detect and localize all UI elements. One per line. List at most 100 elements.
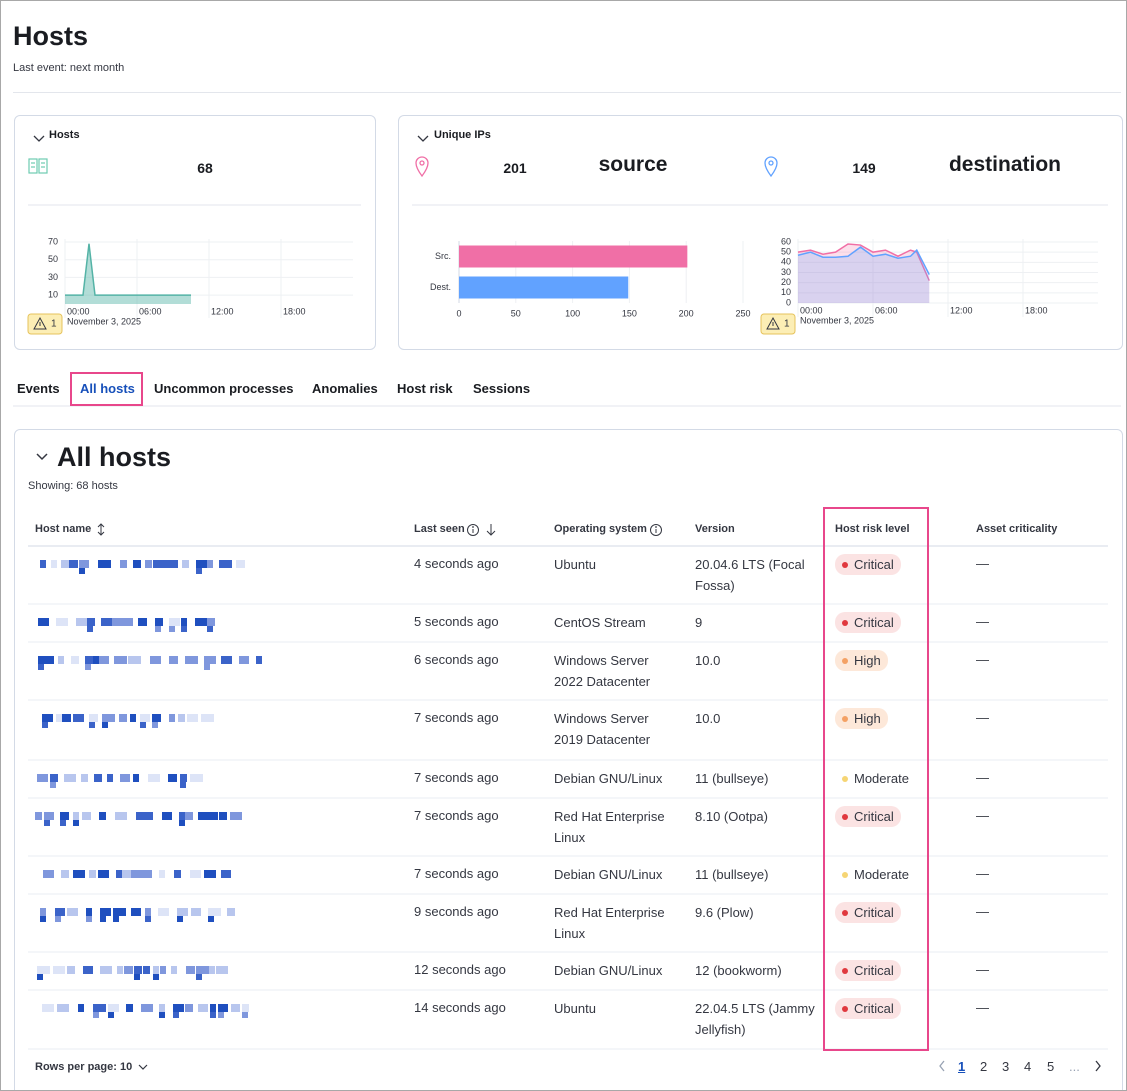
page-link[interactable]: 3 [1002,1059,1010,1074]
redacted-host [195,618,207,626]
redacted-host [198,1004,208,1012]
panel-title: Hosts [49,129,80,141]
redacted-host [83,966,93,974]
redacted-host [93,1004,106,1012]
redacted-host [102,722,108,728]
redacted-host [186,966,195,974]
y-tick-label: 30 [781,267,791,277]
panel-title: Unique IPs [434,129,491,141]
redacted-host [69,560,78,568]
redacted-host [177,916,183,922]
redacted-host [37,974,43,980]
y-tick-label: 20 [781,277,791,287]
risk-level: Critical [854,1001,894,1016]
asset-criticality: — [976,904,989,919]
tab[interactable]: Uncommon processes [154,381,294,396]
redacted-host [230,812,242,820]
x-tick-label: 150 [622,308,637,318]
redacted-host [190,774,203,782]
tab[interactable]: Host risk [397,381,453,396]
redacted-host [37,966,50,974]
redacted-host [128,656,141,664]
column-header: Host name [35,523,92,535]
redacted-host [120,774,130,782]
redacted-host [87,618,95,626]
redacted-host [113,908,126,916]
os: Debian GNU/Linux [554,771,663,786]
tab[interactable]: Events [17,381,60,396]
risk-level: Critical [854,905,894,920]
redacted-host [44,820,50,826]
redacted-host [86,916,92,922]
redacted-host [158,908,169,916]
risk-dot [842,561,848,568]
redacted-host [133,774,139,782]
redacted-host [204,664,210,670]
risk-badge: Moderate [835,768,916,789]
prev-page[interactable] [939,1060,945,1072]
pin-icon [415,156,429,178]
redacted-host [117,966,123,974]
redacted-host [152,722,158,728]
redacted-host [108,1004,119,1012]
page-link[interactable]: 1 [958,1059,966,1074]
redacted-host [204,656,216,664]
redacted-host [86,908,92,916]
os: CentOS Stream [554,615,646,630]
page-link[interactable]: 2 [980,1059,988,1074]
redacted-host [165,560,178,568]
tab[interactable]: Anomalies [312,381,378,396]
redacted-host [60,820,66,826]
risk-badge: Critical [835,902,901,923]
destination-count: 149 [852,160,876,176]
redacted-host [159,1012,165,1018]
column-header: Operating system [554,523,647,535]
redacted-host [169,656,178,664]
pin-icon [764,156,778,178]
redacted-host [60,812,69,820]
redacted-host [171,966,177,974]
line [797,246,930,275]
tab[interactable]: Sessions [473,381,531,396]
x-tick-label: 06:00 [875,305,898,315]
redacted-host [169,714,175,722]
redacted-host [236,560,245,568]
redacted-host [94,774,102,782]
redacted-host [44,812,54,820]
tab[interactable]: All hosts [80,381,135,396]
page-ellipsis: ... [1069,1059,1080,1074]
bar [459,276,629,299]
redacted-host [173,1004,184,1012]
redacted-host [114,656,127,664]
last-seen: 6 seconds ago [414,652,499,667]
redacted-host [169,626,175,632]
risk-badge: Critical [835,554,901,575]
last-seen: 7 seconds ago [414,710,499,725]
bar [459,245,688,268]
redacted-host [89,870,96,878]
page-link[interactable]: 4 [1024,1059,1032,1074]
asset-criticality: — [976,614,989,629]
y-tick-label: 30 [48,272,58,282]
redacted-host [162,812,172,820]
redacted-host [134,974,140,980]
asset-criticality: — [976,710,989,725]
redacted-host [218,1012,224,1018]
risk-badge: High [835,650,888,671]
redacted-host [216,966,228,974]
page-link[interactable]: 5 [1047,1059,1055,1074]
redacted-host [56,714,62,722]
rows-per-page[interactable]: Rows per page: 10 [35,1061,133,1073]
os: Windows Server 2022 Datacenter [554,653,651,689]
asset-criticality: — [976,1000,989,1015]
redacted-host [207,560,213,568]
redacted-host [107,774,113,782]
redacted-host [134,966,142,974]
redacted-host [219,560,232,568]
redacted-host [159,1004,165,1012]
next-page[interactable] [1095,1060,1101,1072]
warning-icon [33,316,47,330]
ips-panel [398,115,1123,350]
risk-level: High [854,653,881,668]
risk-dot [842,619,848,626]
